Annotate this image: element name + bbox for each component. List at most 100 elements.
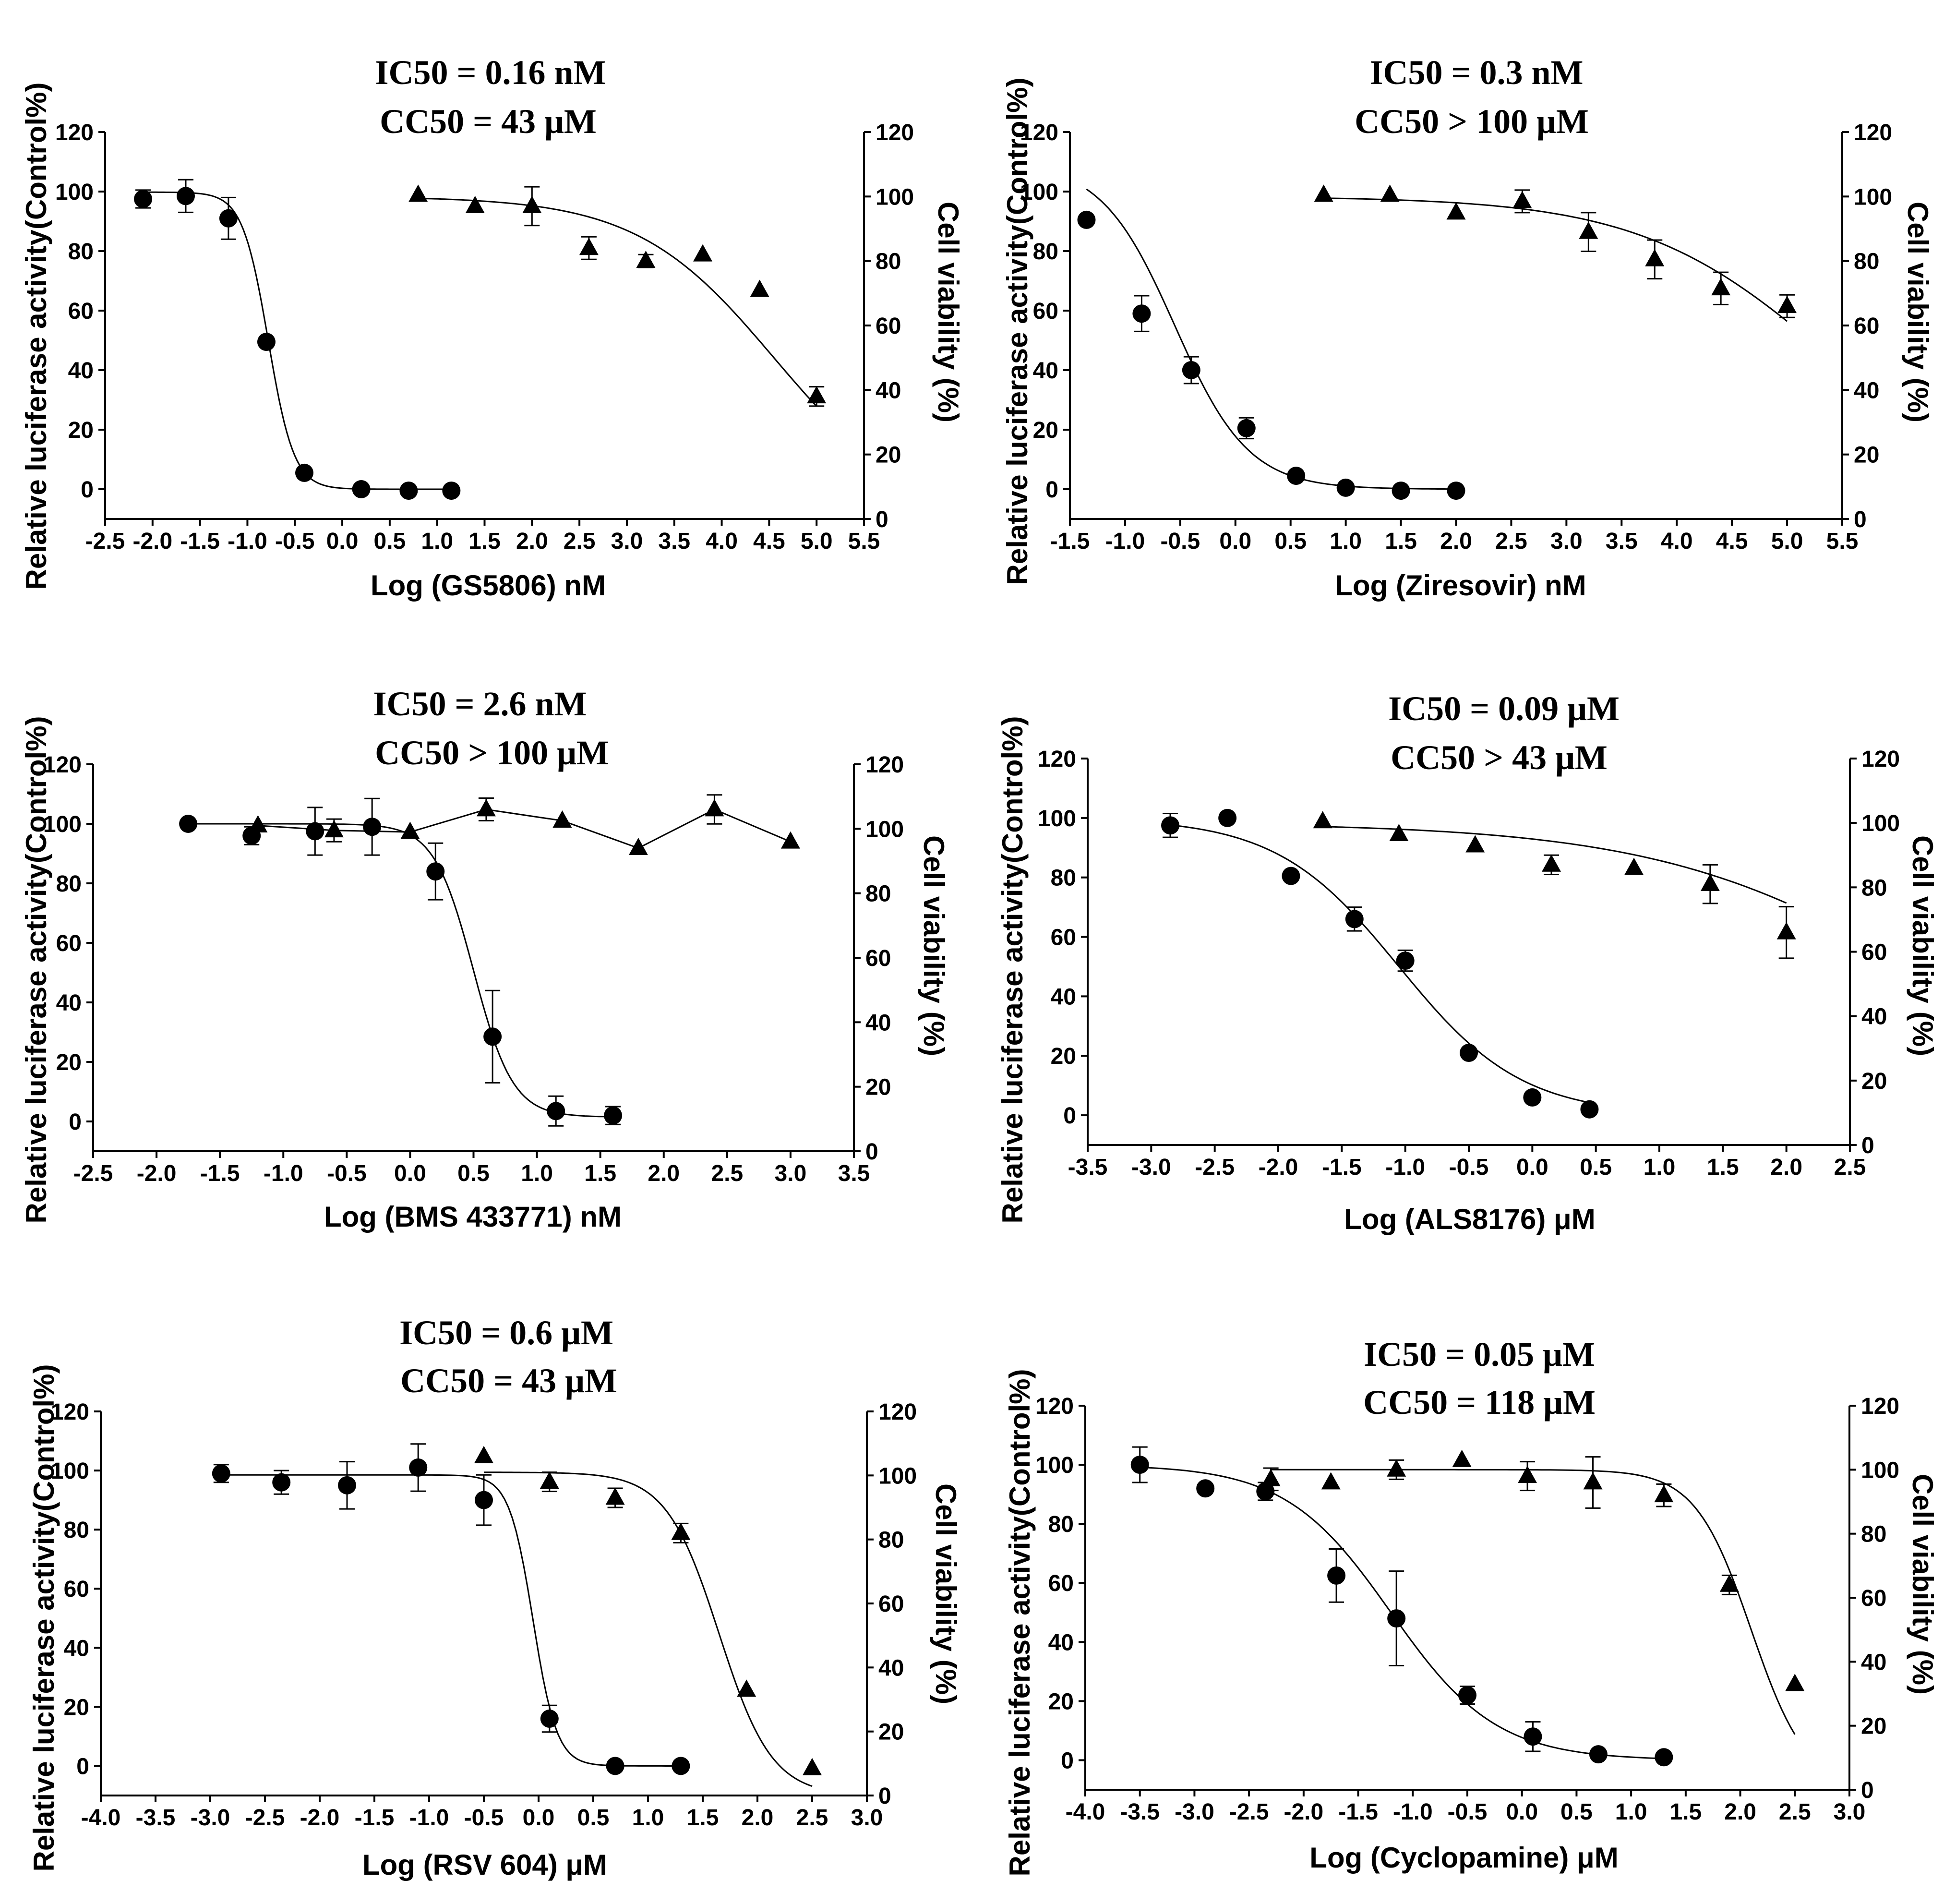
viability-point — [1452, 1449, 1472, 1467]
viability-point — [400, 821, 420, 839]
x-tick-label: 0.0 — [523, 1805, 555, 1831]
y-left-tick-label: 40 — [1033, 358, 1058, 384]
viability-point — [1785, 1674, 1805, 1691]
viability-point — [540, 1471, 559, 1489]
luciferase-fit-curve — [143, 191, 452, 490]
x-tick-label: -2.5 — [1195, 1155, 1235, 1180]
luciferase-point — [1218, 808, 1237, 827]
panel-bms433771: IC50 = 2.6 nM CC50 > 100 μM Log (BMS 433… — [20, 685, 950, 1233]
y-right-tick-label: 60 — [1861, 940, 1887, 965]
y-left-tick-label: 120 — [1038, 747, 1076, 772]
y-right-tick-label: 80 — [876, 249, 901, 275]
viability-point — [628, 838, 648, 856]
x-tick-label: -3.0 — [191, 1805, 230, 1831]
viability-point — [1654, 1485, 1674, 1503]
viability-point — [522, 195, 542, 213]
y-left-axis-title: Relative luciferase activity(Control%) — [1004, 1369, 1036, 1876]
x-tick-label: 1.0 — [632, 1805, 664, 1831]
x-tick-label: -1.0 — [264, 1161, 303, 1186]
y-right-tick-label: 80 — [1861, 1522, 1886, 1547]
luciferase-point — [272, 1473, 291, 1492]
viability-point — [248, 815, 268, 833]
luciferase-point — [1130, 1456, 1149, 1474]
x-tick-label: 1.5 — [1385, 529, 1417, 554]
luciferase-point — [1336, 478, 1355, 497]
x-tick-label: -3.0 — [1175, 1799, 1214, 1825]
x-tick-label: -0.5 — [327, 1161, 367, 1186]
x-tick-label: -2.0 — [1284, 1799, 1323, 1825]
x-tick-label: 3.0 — [775, 1161, 807, 1186]
x-tick-label: 2.0 — [1770, 1155, 1802, 1180]
x-tick-label: 5.5 — [848, 529, 880, 554]
y-left-tick-label: 80 — [64, 1518, 89, 1543]
luciferase-point — [1655, 1748, 1673, 1767]
x-tick-label: -1.0 — [1385, 1155, 1425, 1180]
x-tick-label: 0.5 — [1560, 1799, 1593, 1825]
y-left-axis-title: Relative luciferase activity(Control%) — [20, 82, 52, 590]
x-tick-label: 1.0 — [1644, 1155, 1676, 1180]
x-tick-label: -2.5 — [245, 1805, 285, 1831]
viability-point — [1776, 922, 1796, 940]
y-left-tick-label: 60 — [64, 1577, 89, 1602]
y-left-tick-label: 0 — [81, 477, 94, 503]
plot-area: -4.0 -3.5 -3.0 -2.5 -2.0 -1.5 -1.0 -0.5 0.0 0.5 1.… — [51, 1399, 917, 1831]
y-right-tick-label: 60 — [1861, 1586, 1886, 1611]
x-tick-label: 3.5 — [658, 529, 690, 554]
luciferase-fit-curve — [1140, 1466, 1664, 1759]
x-tick-label: -2.0 — [132, 529, 172, 554]
x-tick-label: 2.5 — [564, 529, 596, 554]
y-left-axis-title: Relative luciferase activity(Control%) — [996, 716, 1029, 1223]
plot-area: -4.0 -3.5 -3.0 -2.5 -2.0 -1.5 -1.0 -0.5 0.0 0.5 1.… — [1035, 1394, 1899, 1825]
x-tick-label: 4.0 — [1661, 529, 1693, 554]
y-right-tick-label: 40 — [1854, 378, 1879, 403]
viability-point — [474, 1446, 493, 1463]
x-tick-label: -2.5 — [1229, 1799, 1269, 1825]
x-tick-label: -3.0 — [1131, 1155, 1171, 1180]
y-right-tick-label: 80 — [878, 1528, 904, 1553]
plot-area: -2.5 -2.0 -1.5 -1.0 -0.5 0.0 0.5 1.0 1.5 2.0 2.5 3.… — [43, 752, 904, 1186]
y-left-tick-label: 120 — [1020, 120, 1058, 145]
luciferase-point — [257, 333, 276, 351]
y-right-tick-label: 100 — [865, 817, 904, 842]
luciferase-point — [426, 862, 445, 881]
viability-point — [1380, 184, 1400, 202]
luciferase-point — [1447, 482, 1465, 500]
luciferase-point — [1345, 910, 1364, 928]
y-left-tick-label: 0 — [76, 1754, 89, 1779]
luciferase-point — [409, 1458, 428, 1477]
y-right-tick-label: 120 — [1861, 747, 1900, 772]
y-left-tick-label: 80 — [56, 871, 82, 897]
viability-point — [780, 831, 800, 849]
x-tick-label: 0.0 — [1219, 529, 1251, 554]
y-right-axis-title: Cell viability (%) — [1902, 202, 1934, 422]
x-tick-label: 2.5 — [1779, 1799, 1811, 1825]
x-tick-label: 1.5 — [584, 1161, 616, 1186]
x-tick-label: -2.5 — [85, 529, 125, 554]
x-tick-label: 2.5 — [796, 1805, 828, 1831]
viability-point — [636, 251, 656, 268]
y-right-tick-label: 120 — [1854, 120, 1892, 145]
y-right-tick-label: 120 — [865, 752, 904, 778]
x-tick-label: 3.5 — [1606, 529, 1638, 554]
viability-point — [737, 1679, 756, 1697]
luciferase-point — [1396, 952, 1415, 970]
ic50-title: IC50 = 0.6 μM — [399, 1314, 613, 1352]
x-tick-label: -1.5 — [200, 1161, 240, 1186]
y-right-axis-title: Cell viability (%) — [932, 202, 964, 422]
luciferase-point — [547, 1102, 565, 1121]
ic50-title: IC50 = 0.3 nM — [1369, 53, 1583, 92]
viability-point — [324, 820, 344, 838]
y-left-tick-label: 100 — [1020, 180, 1058, 205]
luciferase-point — [1256, 1482, 1275, 1501]
x-tick-label: 1.0 — [521, 1161, 553, 1186]
x-tick-label: 0.5 — [374, 529, 406, 554]
x-tick-label: -2.5 — [73, 1161, 113, 1186]
y-left-tick-label: 100 — [1038, 806, 1076, 831]
x-tick-label: -2.0 — [137, 1161, 177, 1186]
viability-point — [671, 1522, 691, 1540]
y-left-tick-label: 60 — [1048, 1571, 1074, 1596]
y-left-tick-label: 40 — [1048, 1630, 1074, 1655]
luciferase-point — [442, 482, 461, 500]
viability-point — [807, 386, 827, 404]
y-right-tick-label: 20 — [865, 1075, 891, 1100]
